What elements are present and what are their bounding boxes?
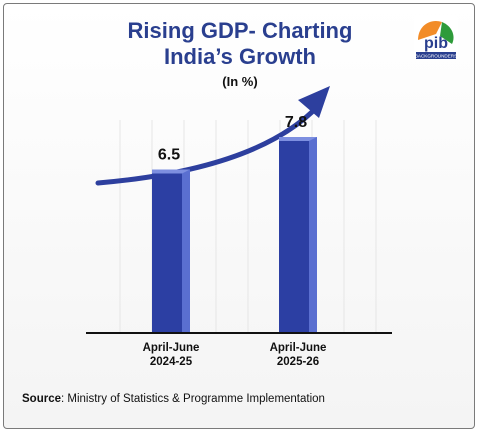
x-tick-label: 2025-26	[277, 356, 319, 368]
x-tick-label: April-June	[143, 342, 200, 354]
source-label: Source	[22, 393, 61, 405]
bar-side	[309, 137, 317, 332]
bar-top	[152, 169, 190, 174]
chart-title-line2: India’s Growth	[164, 44, 316, 69]
chart-subtitle: (In %)	[222, 74, 258, 89]
bar-front	[152, 169, 182, 332]
pib-logo-icon: pib BACKGROUNDERS	[414, 16, 458, 60]
source-note: Source: Ministry of Statistics & Program…	[22, 393, 325, 405]
bar-top	[279, 137, 317, 141]
source-text: : Ministry of Statistics & Programme Imp…	[61, 393, 325, 405]
x-tick-label: April-June	[270, 342, 327, 354]
trend-arrow	[95, 109, 315, 186]
bar	[279, 137, 317, 332]
data-label: 7.8	[285, 114, 307, 131]
data-label: 6.5	[158, 147, 180, 164]
svg-text:BACKGROUNDERS: BACKGROUNDERS	[415, 54, 457, 59]
chart-title-line1: Rising GDP- Charting	[127, 18, 353, 43]
trend-arrowhead	[298, 86, 330, 118]
svg-text:pib: pib	[424, 35, 448, 52]
bar-side	[182, 169, 190, 332]
x-tick-label: 2024-25	[150, 356, 193, 368]
bar-front	[279, 137, 309, 332]
bar	[152, 169, 190, 332]
chart-frame	[3, 3, 475, 429]
